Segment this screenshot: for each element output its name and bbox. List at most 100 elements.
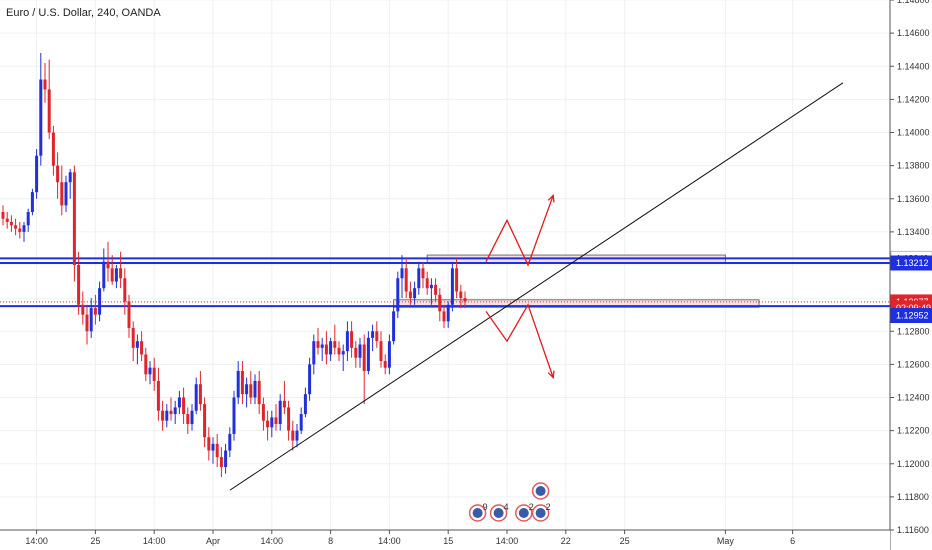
candle-body	[421, 268, 425, 279]
candle-body	[425, 278, 429, 289]
event-badge-count: 2	[546, 502, 551, 512]
candle-body	[312, 341, 316, 365]
candle-body	[446, 304, 450, 322]
price-tick-label: 1.14600	[897, 28, 930, 38]
candle-body	[35, 155, 39, 193]
candle-body	[232, 397, 236, 434]
arrows	[485, 194, 555, 380]
candle-body	[165, 410, 169, 421]
price-tick-label: 1.12200	[897, 426, 930, 436]
candle-body	[245, 384, 249, 395]
candle-body	[68, 172, 72, 183]
candle-body	[56, 165, 60, 183]
arrow-head	[547, 370, 555, 380]
candle-body	[278, 400, 282, 424]
arrow-head	[547, 194, 555, 203]
candle-body	[131, 327, 135, 348]
candle-body	[408, 291, 412, 299]
candle-body	[64, 182, 68, 206]
candle-body	[429, 284, 433, 289]
candle-body	[375, 331, 379, 342]
horizontal-lines	[0, 257, 890, 308]
candle-body	[249, 384, 253, 398]
candle-body	[366, 337, 370, 371]
candle-body	[177, 397, 181, 408]
candle-body	[396, 278, 400, 312]
projection-arrow	[485, 195, 554, 267]
candle-body	[257, 380, 261, 405]
time-tick-label: 14:00	[261, 536, 284, 546]
candle-body	[308, 364, 312, 395]
time-axis[interactable]: 14:00 25 14:00 Apr 14:00 8 14:00 15 14:00 22 25 May…	[0, 529, 890, 550]
flag-icon	[535, 486, 546, 496]
projection-arrow	[485, 303, 554, 378]
candle-body	[47, 89, 51, 133]
candle-body	[123, 278, 127, 302]
flag-icon	[518, 508, 529, 518]
candle-body	[85, 314, 89, 332]
event-badge-count: 9	[483, 502, 488, 512]
candle-body	[442, 311, 446, 322]
candle-body	[77, 265, 81, 305]
candle-body	[156, 380, 160, 411]
flag-icon	[493, 508, 504, 518]
candle-body	[215, 443, 219, 458]
candle-body	[219, 457, 223, 468]
candle-body	[190, 410, 194, 424]
candle-body	[211, 443, 215, 451]
price-tick-label: 1.11800	[897, 492, 929, 502]
time-tick-label: 8	[328, 536, 333, 546]
chart-title: Euro / U.S. Dollar, 240, OANDA	[6, 7, 161, 19]
candle-body	[434, 284, 438, 295]
event-badge-count: 4	[504, 502, 509, 512]
price-tick-label: 1.14000	[897, 128, 930, 138]
candle-body	[81, 304, 85, 315]
candle-body	[102, 261, 106, 289]
price-axis[interactable]: 1.11600 1.11800 1.12000 1.12200 1.12400 1.126…	[889, 0, 932, 550]
candle-body	[324, 344, 328, 355]
candle-body	[358, 344, 362, 358]
candle-body	[282, 400, 286, 408]
candle-body	[316, 341, 320, 348]
price-axis-bg	[890, 0, 932, 550]
trendline	[229, 82, 844, 491]
candle-body	[207, 437, 211, 451]
candle-body	[274, 417, 278, 424]
candle-body	[240, 371, 244, 395]
price-tick-label: 1.14400	[897, 61, 930, 71]
candle-body	[266, 420, 270, 428]
candle-body	[362, 344, 366, 371]
price-tick-label: 1.12600	[897, 359, 930, 369]
time-tick-label: 15	[443, 536, 453, 546]
candle-body	[261, 404, 265, 421]
candle-body	[392, 311, 396, 342]
time-tick-label: 14:00	[496, 536, 519, 546]
candle-body	[114, 268, 118, 282]
time-tick-label: 25	[90, 536, 100, 546]
candle-body	[135, 341, 139, 348]
price-label-box	[890, 255, 932, 271]
candle-body	[236, 371, 240, 398]
time-tick-label: May	[717, 536, 735, 546]
candle-body	[400, 268, 404, 279]
candle-body	[203, 404, 207, 438]
candle-body	[350, 331, 354, 348]
candle-body	[320, 344, 324, 348]
candle-body	[22, 225, 26, 232]
candle-body	[60, 182, 64, 206]
candle-body	[9, 221, 13, 226]
candle-body	[450, 268, 454, 305]
candle-body	[345, 331, 349, 352]
candle-body	[152, 367, 156, 381]
candle-body	[51, 132, 55, 166]
candle-body	[303, 394, 307, 415]
candle-body	[337, 347, 341, 355]
candle-body	[333, 341, 337, 348]
candle-body	[404, 268, 408, 292]
event-badge-count: 2	[529, 502, 534, 512]
time-tick-label: 14:00	[378, 536, 401, 546]
candle-body	[148, 367, 152, 375]
trendlines	[229, 82, 844, 491]
